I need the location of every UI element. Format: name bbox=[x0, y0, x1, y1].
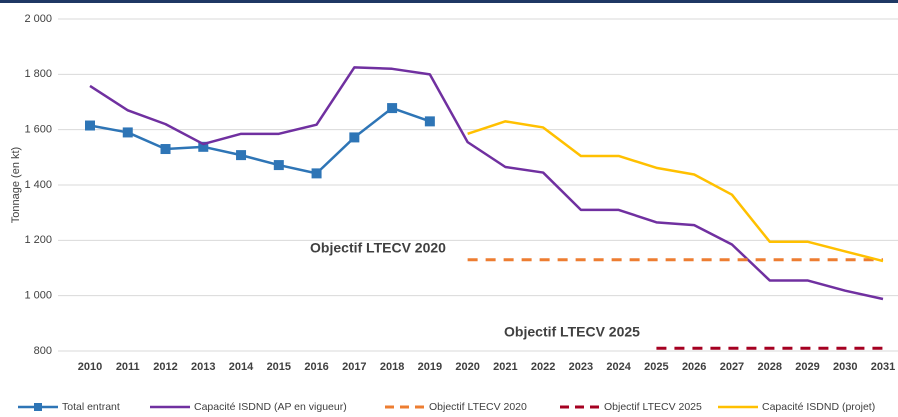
marker bbox=[349, 132, 360, 143]
y-axis-label: Tonnage (en kt) bbox=[10, 147, 22, 223]
x-tick-label: 2013 bbox=[191, 361, 215, 373]
x-tick-label: 2024 bbox=[606, 361, 631, 373]
y-tick-label: 1 000 bbox=[24, 290, 52, 302]
x-tick-label: 2019 bbox=[418, 361, 442, 373]
x-tick-label: 2021 bbox=[493, 361, 517, 373]
marker bbox=[424, 116, 435, 127]
marker bbox=[273, 160, 284, 171]
x-tick-label: 2025 bbox=[644, 361, 668, 373]
legend-marker bbox=[34, 403, 42, 411]
marker bbox=[198, 141, 209, 152]
x-tick-label: 2018 bbox=[380, 361, 404, 373]
series-line bbox=[89, 66, 884, 301]
y-tick-label: 800 bbox=[34, 345, 52, 357]
marker bbox=[387, 103, 398, 114]
x-tick-label: 2012 bbox=[153, 361, 177, 373]
y-tick-label: 1 400 bbox=[24, 179, 52, 191]
y-tick-label: 1 600 bbox=[24, 124, 52, 136]
marker bbox=[311, 168, 322, 179]
x-tick-label: 2014 bbox=[229, 361, 254, 373]
annotation: Objectif LTECV 2025 bbox=[504, 324, 640, 340]
x-tick-label: 2031 bbox=[871, 361, 895, 373]
x-tick-label: 2027 bbox=[720, 361, 744, 373]
x-tick-label: 2030 bbox=[833, 361, 857, 373]
annotation: Objectif LTECV 2020 bbox=[310, 240, 446, 256]
legend-label: Objectif LTECV 2020 bbox=[429, 401, 527, 413]
x-tick-label: 2010 bbox=[78, 361, 102, 373]
y-tick-label: 1 200 bbox=[24, 234, 52, 246]
x-tick-label: 2022 bbox=[531, 361, 555, 373]
marker bbox=[236, 150, 247, 161]
x-tick-label: 2029 bbox=[795, 361, 819, 373]
x-tick-label: 2015 bbox=[267, 361, 291, 373]
legend-label: Capacité ISDND (AP en vigueur) bbox=[194, 401, 347, 413]
legend-label: Total entrant bbox=[62, 401, 120, 413]
x-tick-label: 2020 bbox=[455, 361, 479, 373]
marker bbox=[85, 120, 95, 131]
y-tick-label: 1 800 bbox=[24, 68, 52, 80]
series-line bbox=[89, 106, 431, 175]
x-tick-label: 2023 bbox=[569, 361, 593, 373]
series-line bbox=[467, 120, 884, 263]
x-tick-label: 2017 bbox=[342, 361, 366, 373]
top-bar bbox=[0, 0, 898, 3]
legend-label: Capacité ISDND (projet) bbox=[762, 401, 875, 413]
x-tick-label: 2028 bbox=[757, 361, 781, 373]
x-tick-label: 2011 bbox=[116, 361, 140, 373]
marker bbox=[122, 127, 133, 138]
marker bbox=[160, 144, 171, 155]
legend-label: Objectif LTECV 2025 bbox=[604, 401, 702, 413]
x-tick-label: 2026 bbox=[682, 361, 706, 373]
y-tick-label: 2 000 bbox=[24, 13, 52, 25]
x-tick-label: 2016 bbox=[304, 361, 328, 373]
